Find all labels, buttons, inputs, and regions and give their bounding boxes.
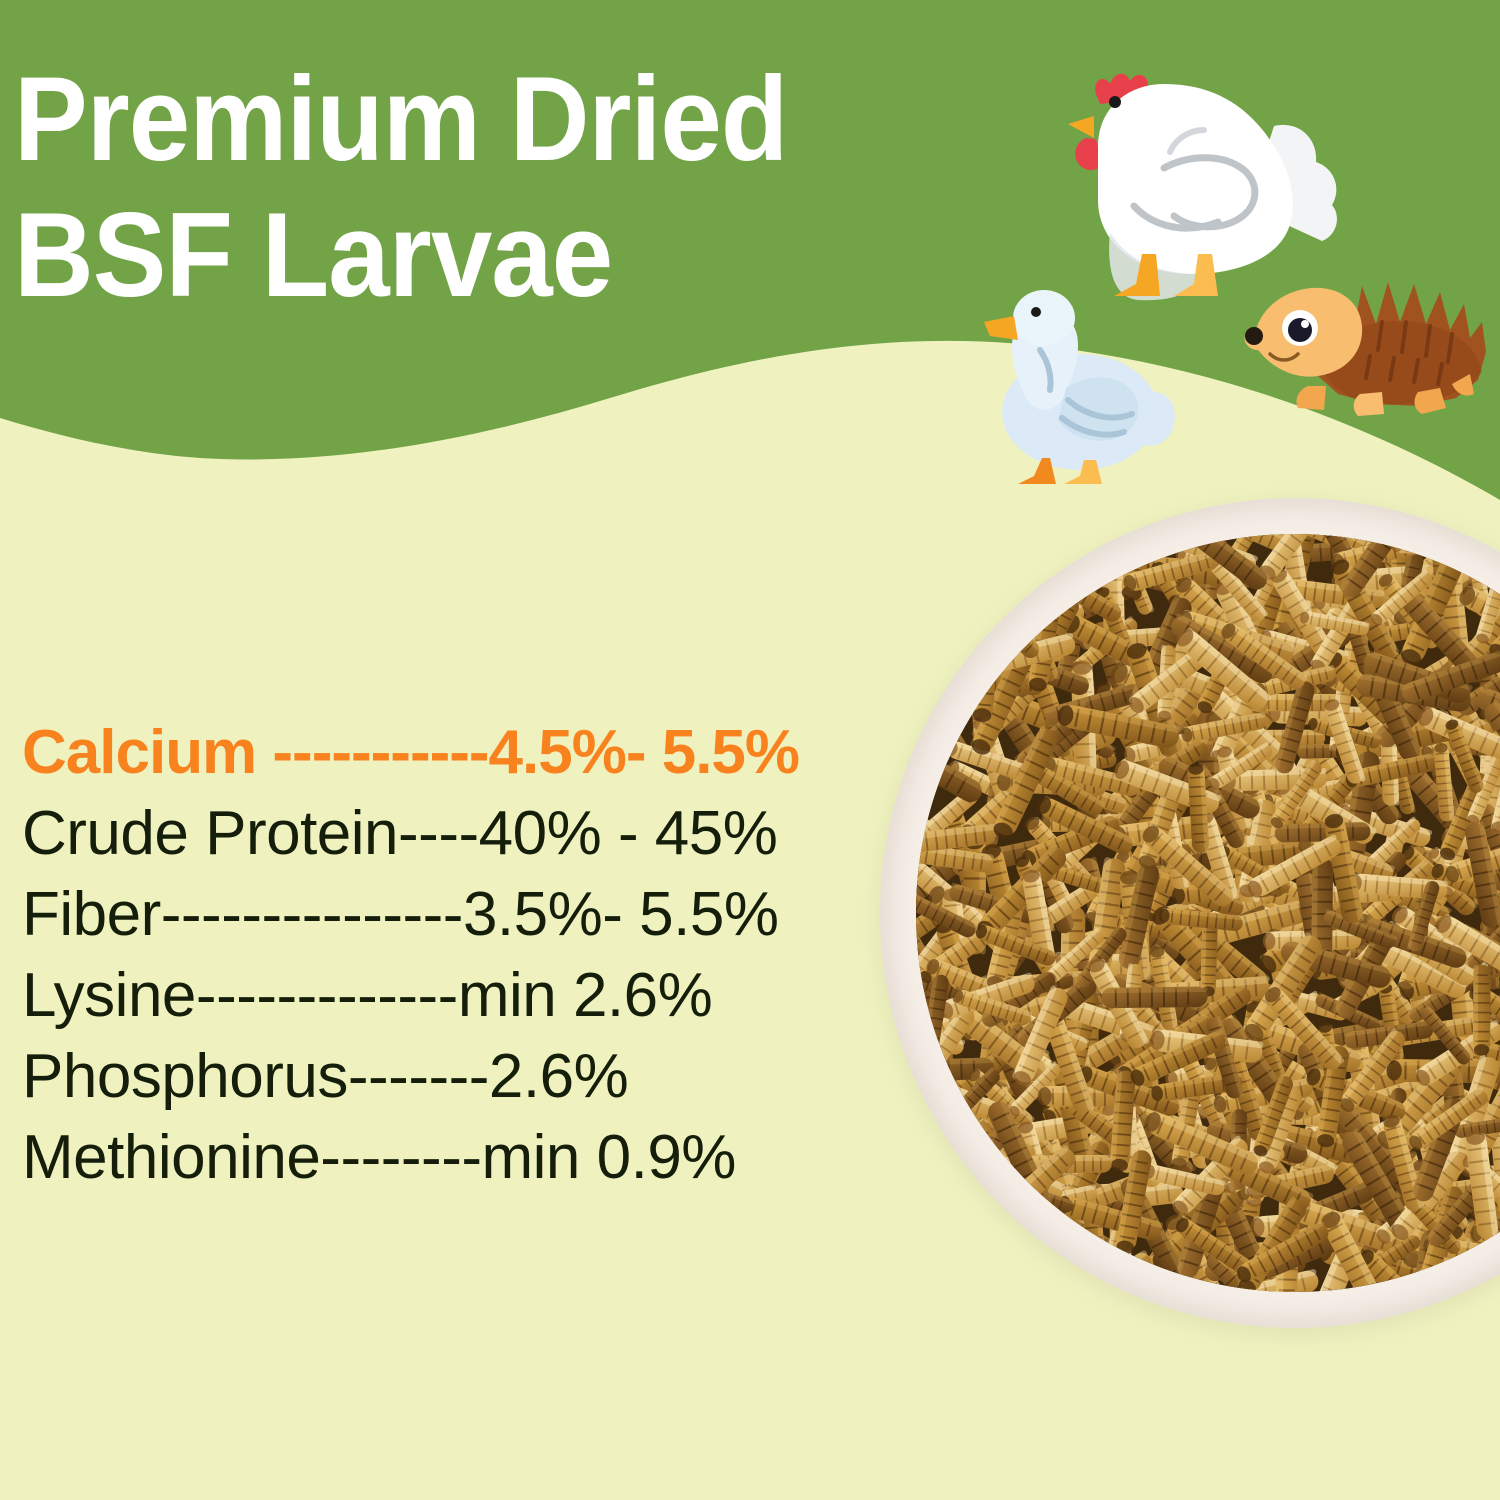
chicken-icon: [1038, 46, 1338, 316]
nutrition-list: Calcium -----------4.5%- 5.5% Crude Prot…: [22, 712, 902, 1198]
page-title: Premium Dried BSF Larvae: [14, 52, 788, 322]
nutrition-row-fiber: Fiber---------------3.5%- 5.5%: [22, 880, 779, 949]
nutrition-row-lysine: Lysine-------------min 2.6%: [22, 961, 713, 1030]
duck-icon: [956, 288, 1186, 488]
larvae-bowl-image: [880, 498, 1500, 1328]
nutrition-row-calcium: Calcium -----------4.5%- 5.5%: [22, 718, 800, 787]
larvae-pile: [916, 534, 1500, 1292]
hedgehog-icon: [1242, 252, 1500, 424]
nutrition-row-crude-protein: Crude Protein----40% - 45%: [22, 799, 778, 868]
nutrition-row-phosphorus: Phosphorus-------2.6%: [22, 1042, 629, 1111]
nutrition-row-methionine: Methionine--------min 0.9%: [22, 1123, 736, 1192]
